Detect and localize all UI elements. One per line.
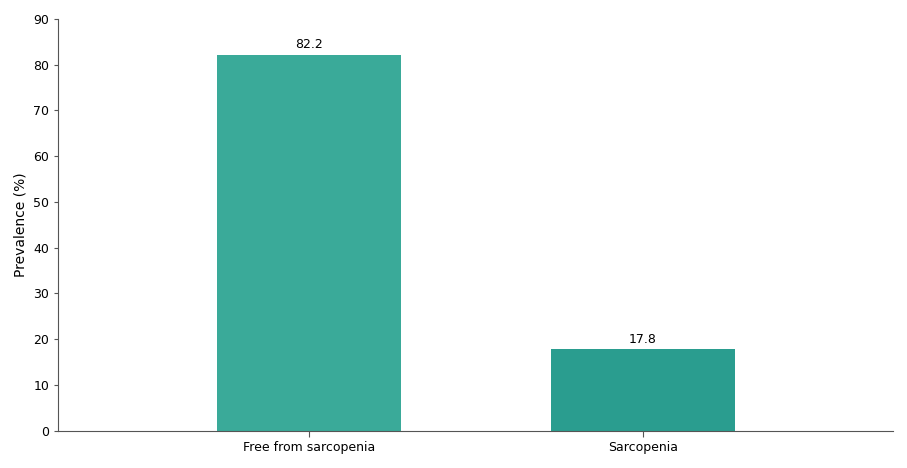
Bar [217,55,401,431]
Bar [551,349,735,431]
Text: 17.8: 17.8 [629,333,657,345]
Y-axis label: Prevalence (%): Prevalence (%) [14,173,28,277]
Text: 82.2: 82.2 [295,38,323,51]
